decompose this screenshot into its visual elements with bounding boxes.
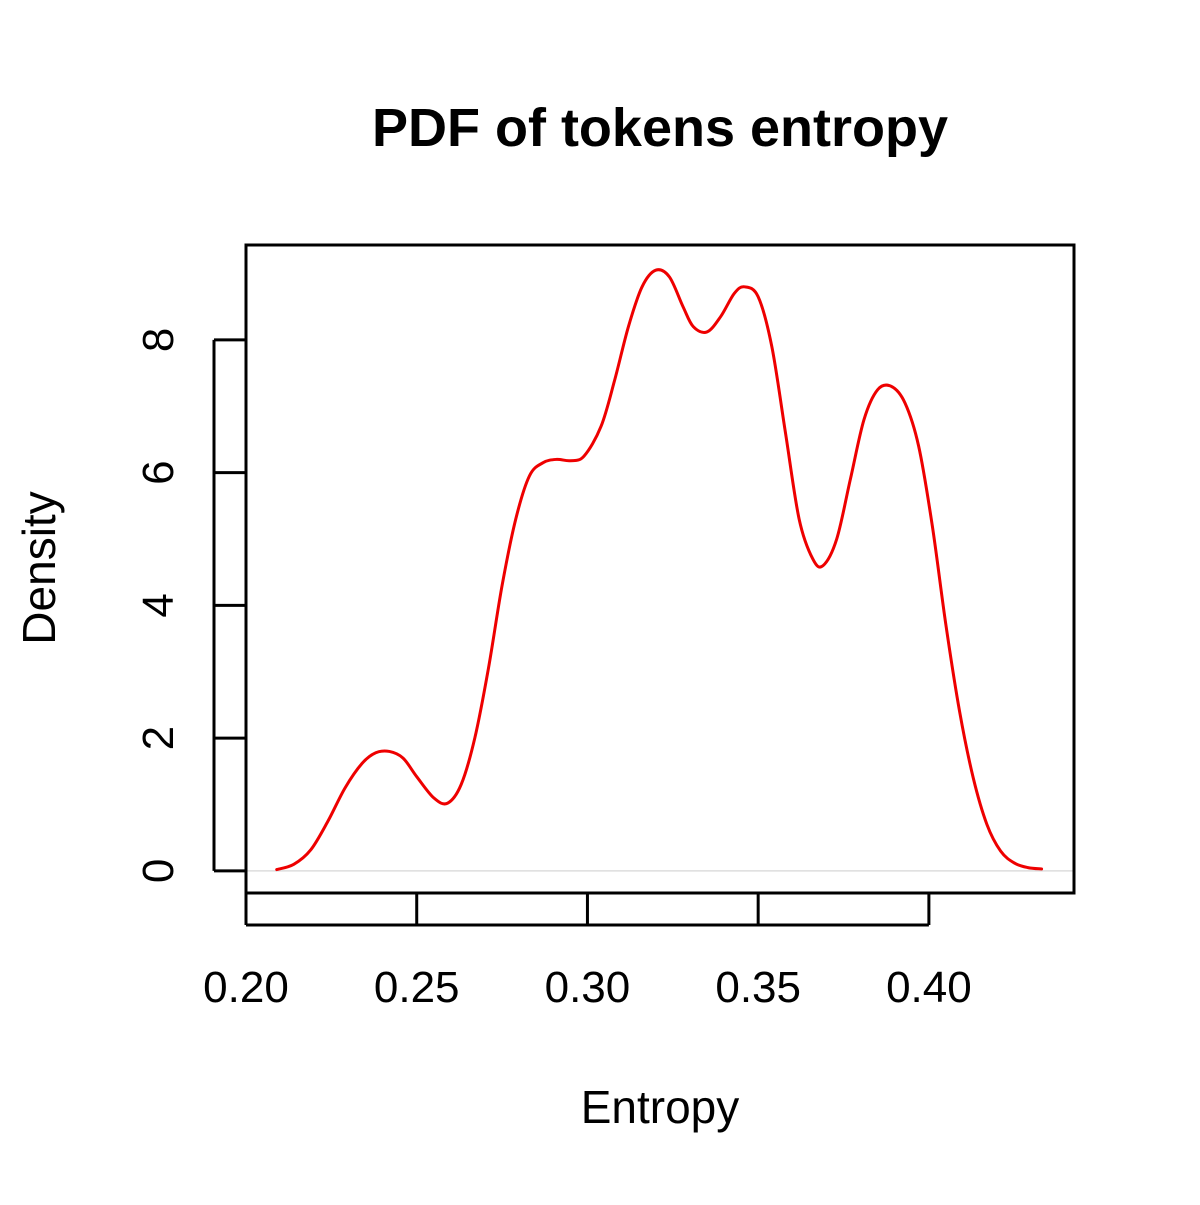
y-tick-label-4: 8 [134,328,183,352]
plot-layer: 0.20 0.25 0.30 0.35 0.40 0 2 4 6 8 [134,243,1076,1012]
x-tick-label-3: 0.35 [715,963,801,1012]
x-tick-label-0: 0.20 [203,963,289,1012]
x-tick-label-2: 0.30 [545,963,631,1012]
x-axis-label: Entropy [581,1081,740,1133]
y-axis-label: Density [13,491,65,644]
y-tick-label-3: 6 [134,460,183,484]
y-tick-label-2: 4 [134,593,183,617]
density-curve-0 [275,268,1044,872]
x-tick-label-4: 0.40 [886,963,972,1012]
y-tick-label-0: 0 [134,859,183,883]
plot-frame [244,243,1076,895]
x-tick-label-1: 0.25 [374,963,460,1012]
chart-title: PDF of tokens entropy [372,98,948,158]
y-tick-label-1: 2 [134,726,183,750]
